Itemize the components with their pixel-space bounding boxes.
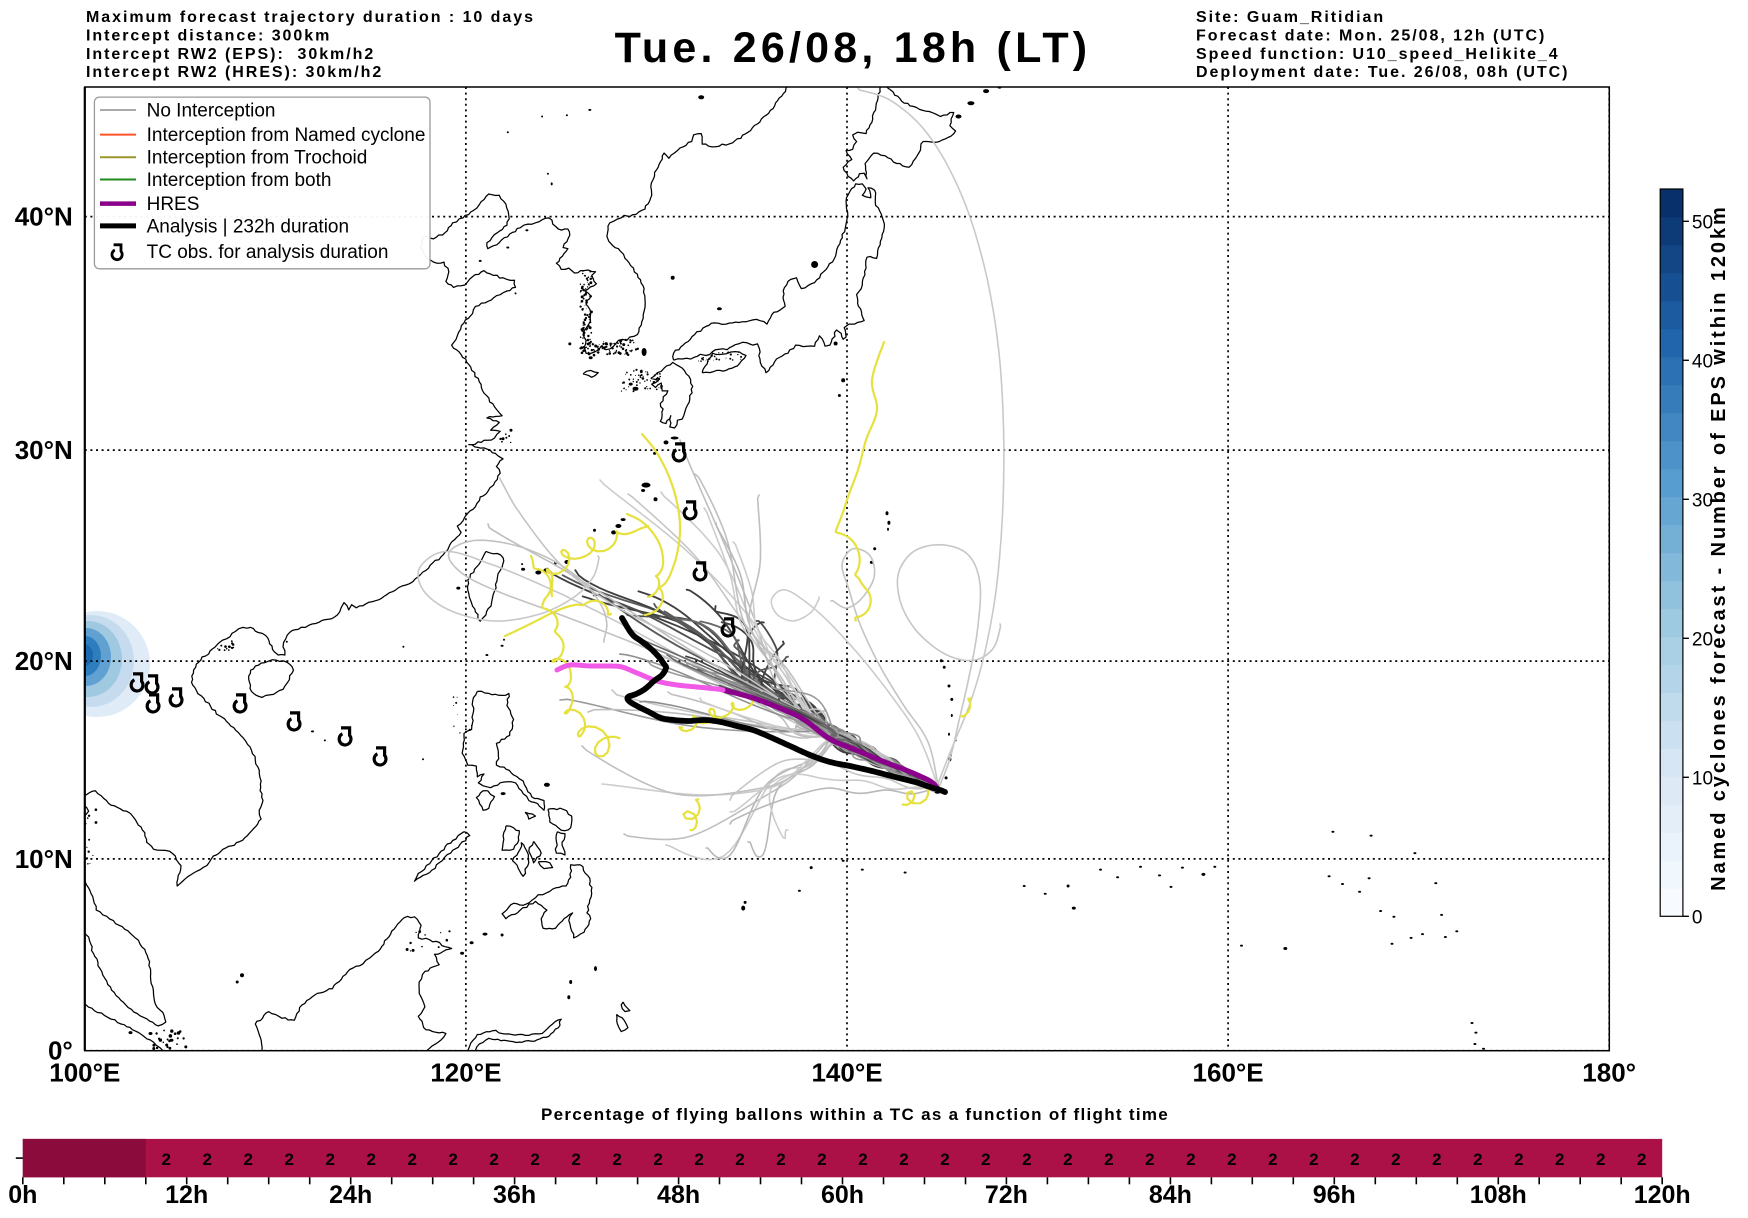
svg-text:Speed function: U10_speed_Heli: Speed function: U10_speed_Helikite_4	[1196, 46, 1560, 63]
svg-text:2: 2	[448, 1150, 457, 1169]
svg-text:2: 2	[694, 1150, 703, 1169]
svg-text:40°N: 40°N	[15, 202, 73, 232]
svg-text:Interception from Named cyclon: Interception from Named cyclone	[147, 125, 426, 146]
svg-text:10: 10	[1692, 768, 1713, 789]
svg-text:2: 2	[1350, 1150, 1359, 1169]
svg-text:2: 2	[612, 1150, 621, 1169]
svg-text:36h: 36h	[493, 1181, 536, 1209]
svg-text:84h: 84h	[1149, 1181, 1192, 1209]
svg-text:2: 2	[1432, 1150, 1441, 1169]
svg-text:Intercept distance: 300km: Intercept distance: 300km	[86, 27, 331, 44]
svg-text:2: 2	[1309, 1150, 1318, 1169]
svg-text:180°: 180°	[1582, 1058, 1636, 1088]
svg-text:2: 2	[1391, 1150, 1400, 1169]
svg-text:30: 30	[1692, 490, 1713, 511]
svg-text:Interception from both: Interception from both	[147, 170, 332, 191]
svg-text:160°E: 160°E	[1193, 1058, 1264, 1088]
svg-text:48h: 48h	[657, 1181, 700, 1209]
svg-text:2: 2	[1268, 1150, 1277, 1169]
svg-text:Forecast date: Mon. 25/08, 12h: Forecast date: Mon. 25/08, 12h (UTC)	[1196, 27, 1546, 44]
svg-text:2: 2	[489, 1150, 498, 1169]
svg-text:2: 2	[653, 1150, 662, 1169]
svg-text:140°E: 140°E	[811, 1058, 882, 1088]
svg-text:10°N: 10°N	[15, 844, 73, 874]
svg-text:2: 2	[1596, 1150, 1605, 1169]
svg-text:2: 2	[899, 1150, 908, 1169]
svg-text:Named cyclones forecast - Numb: Named cyclones forecast - Number of EPS …	[1708, 204, 1730, 891]
svg-text:Analysis | 232h duration: Analysis | 232h duration	[147, 216, 349, 237]
svg-text:Intercept RW2 (EPS): 30km/h2: Intercept RW2 (EPS): 30km/h2	[86, 46, 375, 63]
svg-text:60h: 60h	[821, 1181, 864, 1209]
svg-text:2: 2	[940, 1150, 949, 1169]
svg-text:30°N: 30°N	[15, 435, 73, 465]
svg-text:100°E: 100°E	[49, 1058, 120, 1088]
svg-text:2: 2	[1063, 1150, 1072, 1169]
svg-text:Intercept RW2 (HRES): 30km/h2: Intercept RW2 (HRES): 30km/h2	[86, 64, 383, 81]
svg-text:2: 2	[981, 1150, 990, 1169]
svg-text:Interception from Trochoid: Interception from Trochoid	[147, 148, 368, 169]
svg-text:120h: 120h	[1634, 1181, 1691, 1209]
svg-text:0h: 0h	[8, 1181, 37, 1209]
svg-text:No Interception: No Interception	[147, 101, 276, 122]
svg-text:2: 2	[1186, 1150, 1195, 1169]
svg-text:2: 2	[530, 1150, 539, 1169]
svg-text:2: 2	[366, 1150, 375, 1169]
svg-text:24h: 24h	[329, 1181, 372, 1209]
svg-text:2: 2	[1555, 1150, 1564, 1169]
svg-text:2: 2	[817, 1150, 826, 1169]
svg-text:2: 2	[776, 1150, 785, 1169]
svg-text:2: 2	[407, 1150, 416, 1169]
svg-text:2: 2	[243, 1150, 252, 1169]
svg-text:96h: 96h	[1313, 1181, 1356, 1209]
svg-text:2: 2	[161, 1150, 170, 1169]
svg-text:Site: Guam_Ritidian: Site: Guam_Ritidian	[1196, 9, 1385, 26]
svg-text:2: 2	[284, 1150, 293, 1169]
svg-text:40: 40	[1692, 351, 1713, 372]
svg-text:0°: 0°	[48, 1036, 73, 1066]
svg-text:0: 0	[1692, 907, 1703, 928]
svg-text:Deployment date: Tue. 26/08, 0: Deployment date: Tue. 26/08, 08h (UTC)	[1196, 64, 1569, 81]
svg-text:2: 2	[1145, 1150, 1154, 1169]
svg-text:TC obs. for analysis duration: TC obs. for analysis duration	[147, 242, 389, 263]
svg-text:2: 2	[1227, 1150, 1236, 1169]
svg-text:2: 2	[325, 1150, 334, 1169]
svg-text:20: 20	[1692, 629, 1713, 650]
svg-text:20°N: 20°N	[15, 646, 73, 676]
svg-text:2: 2	[858, 1150, 867, 1169]
svg-text:2: 2	[1514, 1150, 1523, 1169]
svg-text:Percentage of flying ballons w: Percentage of flying ballons within a TC…	[541, 1105, 1169, 1124]
svg-text:Maximum forecast trajectory du: Maximum forecast trajectory duration : 1…	[86, 9, 535, 26]
svg-text:2: 2	[1637, 1150, 1646, 1169]
svg-text:108h: 108h	[1470, 1181, 1527, 1209]
svg-text:50: 50	[1692, 212, 1713, 233]
svg-text:12h: 12h	[165, 1181, 208, 1209]
svg-text:72h: 72h	[985, 1181, 1028, 1209]
svg-text:2: 2	[202, 1150, 211, 1169]
svg-text:Tue. 26/08, 18h (LT): Tue. 26/08, 18h (LT)	[615, 24, 1092, 72]
svg-text:HRES: HRES	[147, 194, 200, 215]
svg-text:2: 2	[1473, 1150, 1482, 1169]
svg-text:2: 2	[1104, 1150, 1113, 1169]
svg-text:120°E: 120°E	[430, 1058, 501, 1088]
svg-text:2: 2	[735, 1150, 744, 1169]
svg-text:2: 2	[1022, 1150, 1031, 1169]
svg-text:2: 2	[571, 1150, 580, 1169]
